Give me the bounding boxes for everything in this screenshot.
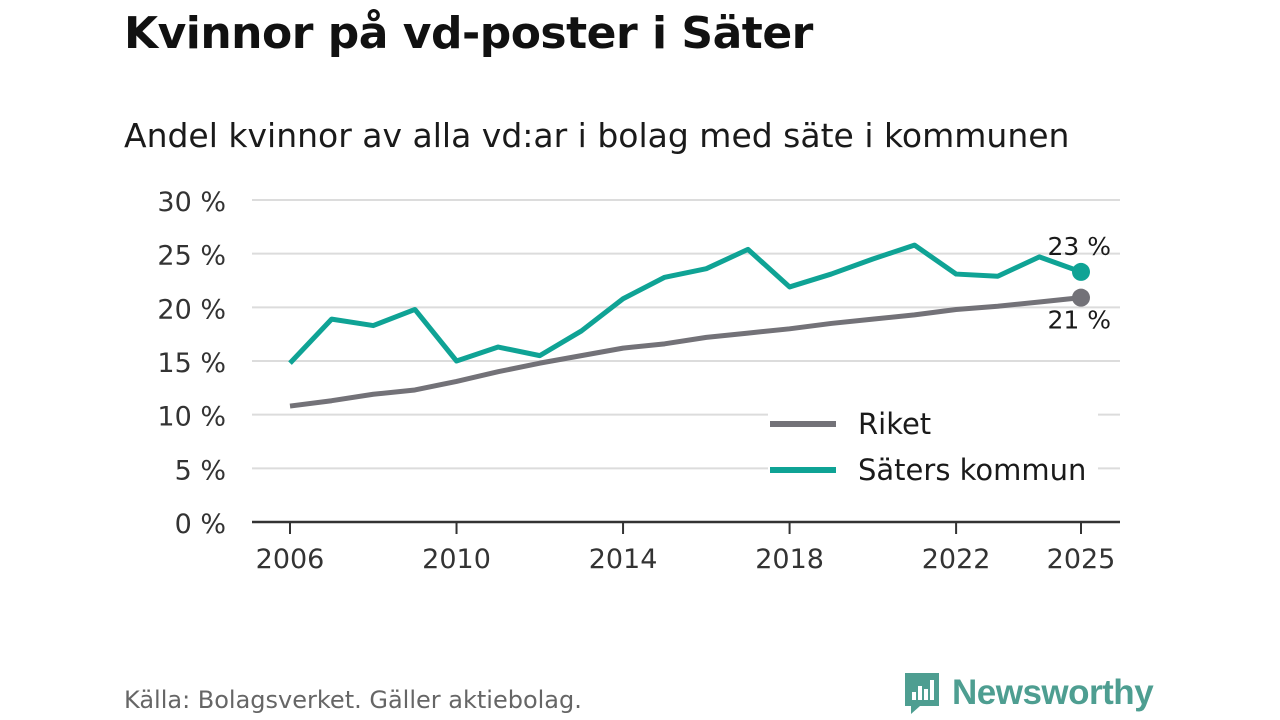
- x-tick-label: 2025: [1047, 544, 1116, 575]
- legend: Riket Säters kommun: [768, 392, 1098, 487]
- y-tick-label: 30 %: [157, 187, 226, 218]
- x-tick-label: 2010: [422, 544, 491, 575]
- y-tick-label: 0 %: [175, 509, 226, 540]
- chart-subtitle: Andel kvinnor av alla vd:ar i bolag med …: [124, 116, 1070, 155]
- y-tick-label: 15 %: [157, 348, 226, 379]
- legend-bg: [768, 392, 1098, 434]
- series-end-label-1: 23 %: [1047, 232, 1111, 261]
- x-tick-label: 2006: [256, 544, 325, 575]
- x-tick-label: 2018: [755, 544, 824, 575]
- axes: 0 % 5 % 10 % 15 % 20 % 25 % 30 % 2006 2010 2014 20…: [157, 187, 1120, 575]
- chart-title: Kvinnor på vd-poster i Säter: [124, 8, 813, 59]
- series-end-label-0: 21 %: [1047, 306, 1111, 335]
- y-tick-label: 10 %: [157, 402, 226, 433]
- series-layer: 21 % 23 %: [288, 232, 1111, 409]
- y-tick-label: 5 %: [175, 455, 226, 486]
- brand-name: Newsworthy: [952, 673, 1154, 712]
- y-tick-label: 25 %: [157, 241, 226, 272]
- series-line-0: [289, 295, 1082, 409]
- x-tick-label: 2022: [922, 544, 991, 575]
- legend-label-0: Riket: [858, 407, 931, 441]
- newsworthy-logo-icon: [905, 673, 939, 714]
- source-note: Källa: Bolagsverket. Gäller aktiebolag.: [124, 686, 582, 714]
- series-end-point-1: [1072, 262, 1090, 281]
- x-tick-label: 2014: [589, 544, 658, 575]
- series-end-point-0: [1072, 288, 1090, 307]
- legend-label-1: Säters kommun: [858, 453, 1086, 487]
- y-tick-label: 20 %: [157, 294, 226, 325]
- series-line-1: [288, 242, 1082, 365]
- newsworthy-brand[interactable]: Newsworthy: [902, 668, 1154, 718]
